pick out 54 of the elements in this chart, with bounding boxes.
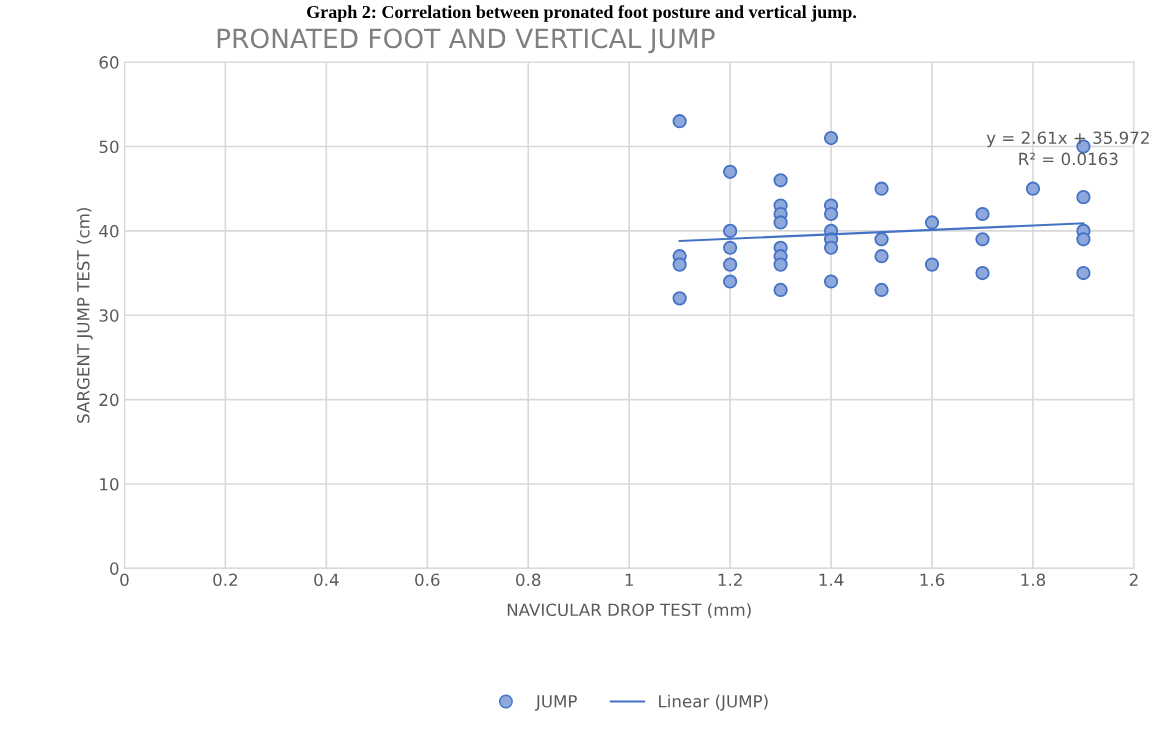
point: [1076, 265, 1091, 281]
y-axis-title: SARGENT JUMP TEST (cm): [76, 208, 93, 423]
point: [723, 240, 738, 255]
point: [975, 206, 990, 222]
chart-title: PRONATED FOOT AND VERTICAL JUMP: [217, 28, 715, 54]
point: [1076, 190, 1091, 205]
x-tick-label: 1: [625, 573, 633, 586]
x-tick-label: 0: [120, 573, 129, 587]
chart-subtitle: Graph 2: Correlation between pronated foot posture and vertical jump.: [307, 5, 857, 22]
x-tick-label: 1.2: [718, 573, 742, 586]
y-tick-label: 10: [100, 477, 119, 491]
point: [874, 181, 889, 196]
point: [773, 173, 788, 188]
point: [823, 206, 839, 222]
point: [1025, 181, 1041, 196]
point: [672, 257, 687, 272]
x-tick-label: 1.8: [1021, 573, 1046, 587]
point: [924, 257, 940, 272]
x-tick-label: 1.6: [920, 573, 945, 587]
y-tick-label: 50: [99, 140, 119, 154]
point: [874, 282, 889, 298]
point: [723, 274, 738, 289]
point: [1076, 232, 1091, 247]
point: [924, 215, 940, 230]
point: [723, 164, 738, 179]
x-tick-label: 0.4: [314, 573, 339, 587]
point: [975, 265, 990, 281]
point: [975, 232, 990, 247]
x-tick-label: 2: [1129, 573, 1138, 586]
point: [823, 130, 839, 146]
legend-label: Linear (JUMP): [659, 694, 768, 711]
annotation: y = 2.61x + 35.972 R² = 0.0163: [986, 131, 1149, 166]
point: [823, 240, 839, 255]
point: [672, 291, 687, 306]
point: [723, 223, 738, 238]
y-tick-label: 60: [99, 56, 119, 69]
point: [874, 249, 889, 264]
y-tick-label: 30: [99, 309, 119, 322]
point: [723, 257, 738, 272]
x-tick-label: 1.4: [819, 573, 844, 586]
y-tick-label: 20: [99, 393, 119, 407]
point: [773, 215, 788, 230]
x-tick-label: 0.6: [415, 573, 440, 587]
point: [823, 274, 839, 289]
legend-label: JUMP: [535, 695, 577, 711]
x-tick-label: 0.2: [213, 573, 237, 587]
x-axis-title: NAVICULAR DROP TEST (mm): [507, 603, 751, 619]
x-tick-label: 0.8: [516, 573, 541, 587]
point: [773, 257, 788, 272]
point: [672, 114, 687, 129]
y-tick-label: 0: [110, 562, 119, 575]
point: [773, 282, 788, 298]
y-tick-label: 40: [99, 224, 119, 238]
point: [874, 232, 889, 247]
